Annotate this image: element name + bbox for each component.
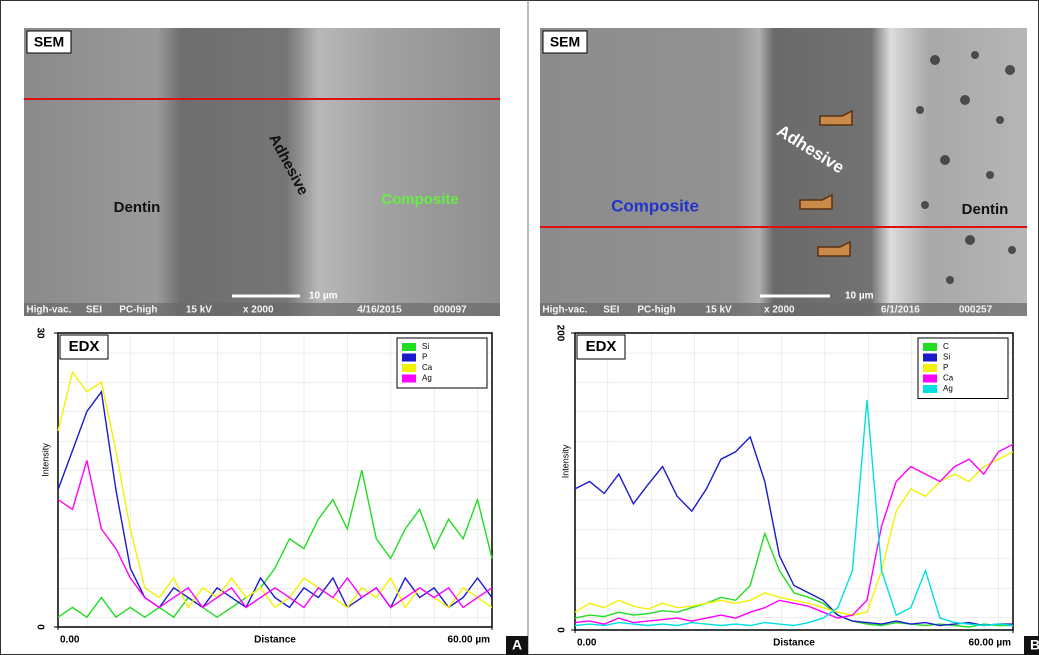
chart-title: EDX <box>586 338 617 355</box>
legend-swatch <box>402 364 416 372</box>
legend-swatch <box>923 375 937 383</box>
legend-swatch <box>923 354 937 362</box>
legend-swatch <box>402 375 416 383</box>
legend-label: Ag <box>422 374 432 383</box>
info-text: 000257 <box>959 305 993 316</box>
info-text: SEI <box>603 305 619 316</box>
sem-image <box>24 28 500 316</box>
region-label: Composite <box>611 196 699 215</box>
legend-swatch <box>402 354 416 362</box>
info-text: PC-high <box>119 305 157 316</box>
scale-label: 10 µm <box>845 291 874 302</box>
legend-label: Ca <box>422 363 433 372</box>
info-text: x 2000 <box>243 305 274 316</box>
legend-swatch <box>923 343 937 351</box>
info-text: SEI <box>86 305 102 316</box>
legend-swatch <box>923 385 937 393</box>
region-label: Composite <box>381 191 459 208</box>
legend-swatch <box>923 364 937 372</box>
badge: SEM <box>34 34 64 50</box>
sem-image <box>540 28 1027 316</box>
legend-swatch <box>402 343 416 351</box>
legend-label: P <box>943 363 948 372</box>
y-tick-label: 30 <box>34 327 45 339</box>
figure: SEMDentinAdhesiveCompositeHigh-vac.SEIPC… <box>0 0 1039 655</box>
info-text: 000097 <box>433 305 467 316</box>
y-tick-label: 200 <box>554 325 565 342</box>
x-tick-label: 60.00 µm <box>969 638 1012 649</box>
x-axis-label: Distance <box>773 638 815 649</box>
x-axis-label: Distance <box>254 635 296 646</box>
legend-label: Si <box>943 353 950 362</box>
legend-label: Ca <box>943 374 954 383</box>
y-tick-label: 0 <box>554 627 565 633</box>
panel-letter: B <box>1030 637 1039 653</box>
x-tick-label: 0.00 <box>577 638 597 649</box>
info-text: 6/1/2016 <box>881 305 920 316</box>
legend-label: Ag <box>943 384 953 393</box>
y-tick-label: 0 <box>34 624 45 630</box>
chart-title: EDX <box>69 338 100 355</box>
y-axis-label: Intensity <box>560 444 570 478</box>
info-text: High-vac. <box>542 305 587 316</box>
info-text: x 2000 <box>764 305 795 316</box>
region-label: Dentin <box>962 201 1009 218</box>
legend-label: P <box>422 353 427 362</box>
region-label: Dentin <box>114 199 161 216</box>
info-text: PC-high <box>637 305 675 316</box>
info-text: High-vac. <box>26 305 71 316</box>
scale-label: 10 µm <box>309 291 338 302</box>
x-tick-label: 60.00 µm <box>448 635 491 646</box>
x-tick-label: 0.00 <box>60 635 80 646</box>
legend-label: Si <box>422 342 429 351</box>
y-axis-label: Intensity <box>40 443 50 477</box>
panel-letter: A <box>512 637 522 653</box>
badge: SEM <box>550 34 580 50</box>
legend-label: C <box>943 342 949 351</box>
info-text: 15 kV <box>186 305 212 316</box>
info-text: 15 kV <box>706 305 732 316</box>
info-text: 4/16/2015 <box>357 305 402 316</box>
